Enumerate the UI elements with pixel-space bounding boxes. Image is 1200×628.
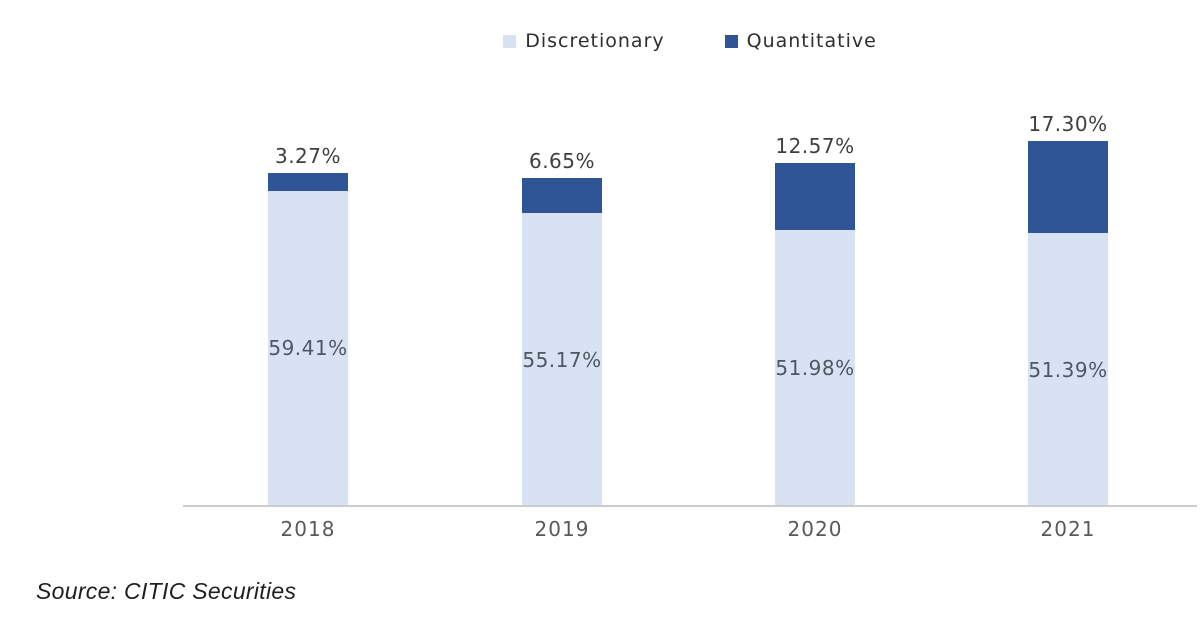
bar-group-2021: 17.30% 51.39% xyxy=(1028,112,1108,506)
x-axis-line xyxy=(183,505,1197,507)
legend-label-quantitative: Quantitative xyxy=(746,30,877,52)
bar-segment-discretionary: 51.98% xyxy=(775,230,855,506)
legend: Discretionary Quantitative xyxy=(183,30,1197,52)
bar-segment-quantitative xyxy=(775,163,855,230)
bar-value-label-quantitative: 12.57% xyxy=(775,134,855,159)
legend-item-discretionary: Discretionary xyxy=(503,30,664,52)
bar-value-label-quantitative: 3.27% xyxy=(274,144,342,169)
x-axis-label-2021: 2021 xyxy=(1040,517,1096,541)
bar-value-label-quantitative: 17.30% xyxy=(1028,112,1108,137)
x-axis-label-2020: 2020 xyxy=(787,517,843,541)
bar-value-label-discretionary: 55.17% xyxy=(522,347,602,372)
bar-value-label-discretionary: 51.39% xyxy=(1028,357,1108,382)
bar-segment-discretionary: 51.39% xyxy=(1028,233,1108,506)
bar-segment-quantitative xyxy=(522,177,602,213)
x-axis-label-2018: 2018 xyxy=(280,517,336,541)
bar-group-2020: 12.57% 51.98% xyxy=(775,134,855,506)
legend-label-discretionary: Discretionary xyxy=(525,30,665,52)
bar-value-label-discretionary: 59.41% xyxy=(268,336,348,361)
source-note: Source: CITIC Securities xyxy=(36,578,297,604)
bar-segment-quantitative xyxy=(1028,141,1108,234)
bar-group-2019: 6.65% 55.17% xyxy=(522,149,602,506)
discretionary-legend-swatch-icon xyxy=(503,34,517,48)
quantitative-legend-swatch-icon xyxy=(724,34,738,48)
bar-segment-discretionary: 55.17% xyxy=(522,213,602,506)
bar-segment-discretionary: 59.41% xyxy=(268,190,348,506)
x-axis-label-2019: 2019 xyxy=(534,517,590,541)
bar-segment-quantitative xyxy=(268,173,348,191)
bar-group-2018: 3.27% 59.41% xyxy=(268,144,348,506)
bar-value-label-quantitative: 6.65% xyxy=(528,148,596,173)
legend-item-quantitative: Quantitative xyxy=(724,30,877,52)
bar-value-label-discretionary: 51.98% xyxy=(775,356,855,380)
